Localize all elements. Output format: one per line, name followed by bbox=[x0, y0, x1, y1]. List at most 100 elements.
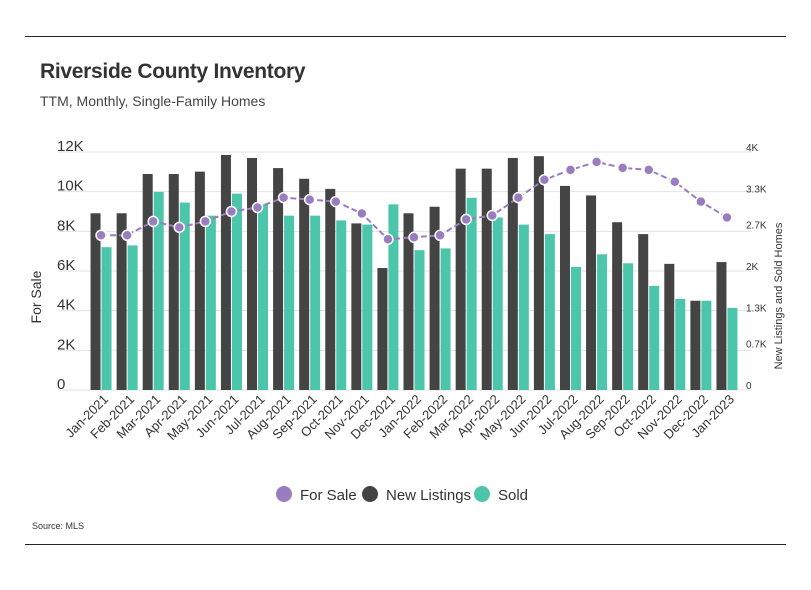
bar-new-listings bbox=[664, 263, 675, 390]
bar-sold bbox=[518, 224, 529, 390]
point-for-sale bbox=[356, 207, 368, 220]
bar-sold bbox=[440, 248, 451, 390]
bar-new-listings bbox=[116, 213, 127, 390]
bar-sold bbox=[727, 307, 738, 390]
bar-sold bbox=[258, 204, 269, 390]
bar-new-listings bbox=[586, 195, 597, 390]
point-for-sale bbox=[199, 215, 212, 228]
legend-new-listings-label: New Listings bbox=[386, 487, 471, 504]
bar-sold bbox=[205, 215, 216, 390]
y2-tick-label: 3.3K bbox=[746, 185, 767, 196]
point-for-sale bbox=[669, 176, 681, 188]
y-axis-label: For Sale bbox=[28, 270, 44, 323]
bar-new-listings bbox=[194, 171, 205, 390]
legend-for-sale-label: For Sale bbox=[300, 487, 357, 504]
y-tick-label: 8K bbox=[57, 217, 75, 234]
bar-new-listings bbox=[716, 262, 727, 390]
point-for-sale bbox=[277, 191, 290, 204]
point-for-sale bbox=[616, 162, 629, 174]
bar-sold bbox=[623, 263, 634, 390]
bar-new-listings bbox=[403, 213, 414, 390]
y2-tick-label: 0 bbox=[746, 381, 752, 392]
point-for-sale bbox=[642, 164, 655, 176]
bar-new-listings bbox=[533, 156, 544, 390]
bar-sold bbox=[466, 197, 477, 390]
y2-axis-label: New Listings and Sold Homes bbox=[773, 222, 785, 369]
point-for-sale bbox=[382, 233, 394, 246]
bottom-rule bbox=[25, 544, 786, 545]
bar-new-listings bbox=[377, 268, 388, 390]
chart-title: Riverside County Inventory bbox=[40, 60, 306, 83]
bar-new-listings bbox=[90, 213, 101, 390]
source-note: Source: MLS bbox=[32, 521, 85, 531]
legend-sold-marker bbox=[474, 486, 490, 502]
bar-sold bbox=[231, 193, 242, 390]
point-for-sale bbox=[330, 195, 342, 208]
bar-new-listings bbox=[351, 223, 362, 390]
bar-sold bbox=[570, 266, 581, 390]
bar-new-listings bbox=[612, 222, 623, 390]
bar-sold bbox=[153, 191, 164, 390]
y-tick-label: 0 bbox=[57, 376, 65, 393]
point-for-sale bbox=[147, 215, 159, 228]
y-tick-label: 12K bbox=[57, 138, 84, 155]
bar-new-listings bbox=[690, 300, 701, 390]
bar-sold bbox=[336, 220, 347, 390]
chart-subtitle: TTM, Monthly, Single-Family Homes bbox=[40, 93, 266, 109]
bar-sold bbox=[675, 298, 686, 390]
bar-new-listings bbox=[299, 178, 310, 390]
point-for-sale bbox=[486, 209, 498, 222]
bar-sold bbox=[101, 247, 112, 390]
bar-sold bbox=[701, 300, 712, 390]
bar-new-listings bbox=[273, 168, 284, 390]
point-for-sale bbox=[173, 221, 186, 234]
bar-sold bbox=[649, 285, 660, 390]
bar-new-listings bbox=[559, 185, 570, 390]
bar-sold bbox=[362, 224, 373, 390]
point-for-sale bbox=[695, 195, 707, 208]
bar-sold bbox=[388, 204, 399, 390]
bar-new-listings bbox=[638, 234, 649, 390]
point-for-sale bbox=[251, 201, 264, 214]
bar-sold bbox=[310, 215, 321, 390]
point-for-sale bbox=[408, 231, 420, 244]
point-for-sale bbox=[434, 229, 446, 242]
bar-new-listings bbox=[507, 157, 518, 390]
y-tick-label: 4K bbox=[57, 297, 75, 314]
bar-new-listings bbox=[247, 157, 258, 390]
point-for-sale bbox=[225, 205, 238, 218]
legend-new-listings-marker bbox=[362, 486, 378, 502]
bar-new-listings bbox=[481, 168, 492, 390]
legend-sold-label: Sold bbox=[498, 487, 528, 504]
y2-tick-label: 4K bbox=[746, 143, 759, 154]
top-rule bbox=[25, 36, 786, 37]
bar-sold bbox=[544, 234, 555, 390]
bar-new-listings bbox=[220, 154, 231, 390]
bar-new-listings bbox=[455, 168, 466, 390]
y-tick-label: 2K bbox=[57, 336, 75, 353]
point-for-sale bbox=[303, 193, 316, 206]
bar-sold bbox=[127, 245, 138, 390]
y2-tick-label: 0.7K bbox=[746, 339, 767, 350]
y-tick-label: 10K bbox=[57, 178, 84, 195]
bar-sold bbox=[284, 215, 295, 390]
y2-tick-label: 2.7K bbox=[746, 220, 767, 231]
point-for-sale bbox=[460, 213, 472, 226]
bar-sold bbox=[597, 254, 608, 390]
bar-new-listings bbox=[325, 188, 336, 390]
point-for-sale bbox=[590, 156, 603, 168]
y2-tick-label: 1.3K bbox=[746, 304, 767, 315]
y-tick-label: 6K bbox=[57, 257, 75, 274]
point-for-sale bbox=[121, 229, 133, 242]
point-for-sale bbox=[564, 164, 577, 176]
point-for-sale bbox=[721, 211, 733, 224]
bar-new-listings bbox=[429, 206, 440, 390]
bar-new-listings bbox=[142, 174, 153, 390]
y2-tick-label: 2K bbox=[746, 262, 759, 273]
bar-sold bbox=[414, 250, 425, 390]
point-for-sale bbox=[95, 229, 107, 242]
legend-for-sale-marker bbox=[276, 486, 292, 502]
bar-sold bbox=[492, 217, 503, 390]
point-for-sale bbox=[538, 174, 551, 186]
